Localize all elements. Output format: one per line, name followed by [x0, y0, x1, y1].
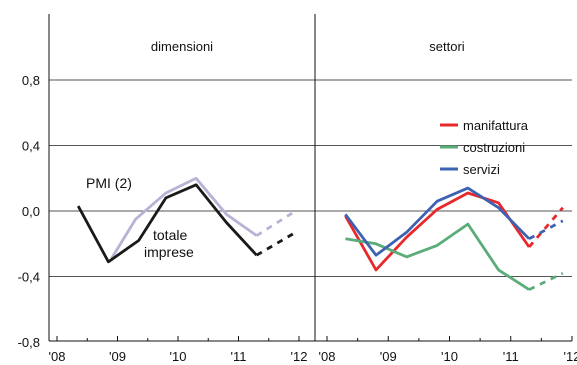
- x-tick-label: '11: [503, 349, 519, 364]
- legend-label-costruzioni: costruzioni: [463, 140, 525, 155]
- series-forecast-totale: [255, 232, 294, 257]
- series-forecast-servizi: [528, 219, 564, 241]
- x-tick-label: '10: [170, 349, 187, 364]
- series-line-manifattura: [344, 191, 531, 272]
- x-tick-label: '12: [291, 349, 308, 364]
- y-tick-label: -0,4: [18, 270, 40, 285]
- series-forecast-costruzioni: [528, 271, 564, 291]
- x-tick-label: '12: [564, 349, 577, 364]
- y-tick-label: -0,8: [18, 335, 40, 350]
- legend: manifattura costruzioni servizi: [440, 118, 529, 177]
- y-tick-label: 0,8: [22, 73, 40, 88]
- series-label-totale-line1: totale: [153, 227, 187, 243]
- x-axis-ticks: '08 '09 '10 '11 '12 '08 '09 '10 '11 '12: [49, 336, 577, 364]
- series-label-totale-line2: imprese: [144, 244, 194, 260]
- x-tick-label: '08: [319, 349, 336, 364]
- x-tick-label: '11: [231, 349, 247, 364]
- x-tick-label: '10: [441, 349, 458, 364]
- series-label-totale: totale imprese: [144, 227, 194, 260]
- series-line-costruzioni: [345, 222, 530, 291]
- series-line-servizi: [344, 186, 531, 257]
- series-label-pmi: PMI (2): [86, 175, 132, 191]
- y-axis-ticks: 0,8 0,4 0,0 -0,4 -0,8: [18, 73, 40, 350]
- y-tick-label: 0,0: [22, 204, 40, 219]
- panel-title-settori: settori: [429, 39, 465, 54]
- x-tick-label: '09: [109, 349, 126, 364]
- series-line-pmi: [110, 176, 258, 260]
- panel-title-dimensioni: dimensioni: [151, 39, 213, 54]
- series-forecast-pmi: [255, 211, 294, 237]
- gridlines: [49, 79, 572, 277]
- plot-frame: [48, 14, 572, 342]
- series-line-totale: [76, 183, 258, 264]
- y-tick-label: 0,4: [22, 139, 40, 154]
- series-layer: [76, 176, 564, 291]
- legend-label-servizi: servizi: [463, 162, 500, 177]
- x-tick-label: '09: [380, 349, 397, 364]
- legend-label-manifattura: manifattura: [463, 118, 529, 133]
- x-tick-label: '08: [49, 349, 66, 364]
- series-forecast-manifattura: [528, 206, 564, 248]
